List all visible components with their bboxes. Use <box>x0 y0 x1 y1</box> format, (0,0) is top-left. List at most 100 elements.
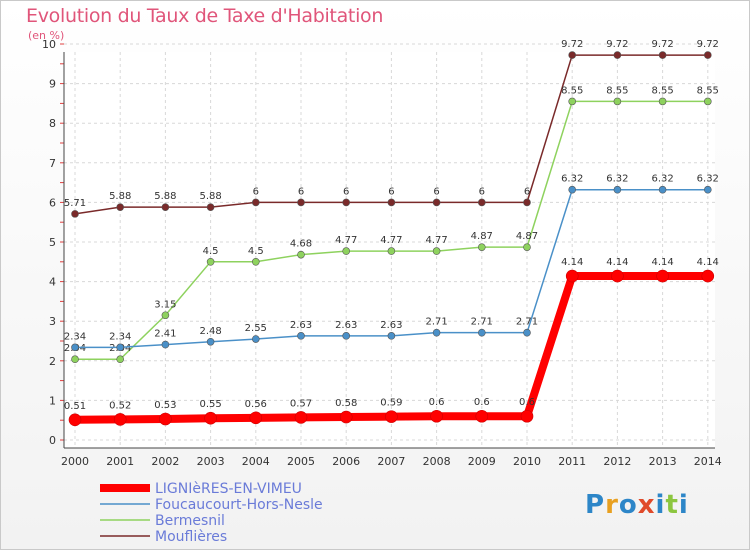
data-label: 5.88 <box>109 191 131 202</box>
data-label: 2.71 <box>471 317 493 328</box>
data-label: 0.6 <box>519 397 535 408</box>
data-point <box>252 257 260 266</box>
data-point <box>206 337 215 346</box>
x-tick-label: 2002 <box>151 455 179 468</box>
data-label: 4.5 <box>203 246 219 257</box>
logo-letter: x <box>637 490 656 520</box>
data-label: 2.55 <box>245 323 267 334</box>
data-point <box>613 51 622 59</box>
data-point <box>71 355 79 364</box>
data-label: 0.59 <box>380 398 402 409</box>
data-label: 6.32 <box>561 174 583 185</box>
chart-unit: (en %) <box>28 29 65 42</box>
x-tick-label: 2013 <box>649 455 677 468</box>
data-point <box>520 409 534 423</box>
data-point <box>568 97 577 106</box>
data-point <box>71 343 79 352</box>
data-label: 6 <box>253 186 259 197</box>
data-label: 2.63 <box>380 320 402 331</box>
data-point <box>430 409 443 423</box>
data-label: 2.34 <box>109 331 131 342</box>
x-tick-label: 2004 <box>242 455 270 468</box>
data-label: 0.56 <box>245 399 267 410</box>
logo-letter: r <box>605 490 619 520</box>
chart-title: Evolution du Taux de Taxe d'Habitation <box>26 5 384 27</box>
data-label: 0.52 <box>109 400 131 411</box>
data-label: 2.34 <box>64 331 86 342</box>
data-label: 6.32 <box>651 174 673 185</box>
data-label: 8.55 <box>561 85 583 96</box>
data-point <box>387 198 396 207</box>
logo-letter: P <box>585 490 606 520</box>
data-label: 6 <box>298 186 304 197</box>
x-tick-label: 2007 <box>377 455 405 468</box>
y-tick-label: 8 <box>49 117 56 130</box>
y-tick-label: 5 <box>49 236 56 249</box>
data-label: 4.77 <box>380 235 402 246</box>
data-point <box>432 198 441 207</box>
x-tick-label: 2009 <box>468 455 496 468</box>
data-point <box>387 247 396 255</box>
legend-label: LIGNIèRES-EN-VIMEU <box>155 481 302 497</box>
data-label: 6.32 <box>606 174 628 185</box>
data-label: 4.87 <box>516 231 538 242</box>
y-tick-label: 9 <box>49 78 56 91</box>
data-point <box>477 243 486 251</box>
y-tick-label: 2 <box>49 355 56 368</box>
data-label: 5.88 <box>154 191 176 202</box>
data-point <box>387 332 396 340</box>
data-point <box>613 185 622 194</box>
legend-label: Foucaucourt-Hors-Nesle <box>155 497 323 513</box>
data-point <box>161 340 170 349</box>
data-label: 6 <box>479 186 485 197</box>
data-label: 4.14 <box>561 257 583 268</box>
x-tick-label: 2001 <box>106 455 134 468</box>
data-point <box>159 412 172 426</box>
data-point <box>475 409 489 423</box>
data-label: 0.6 <box>474 397 490 408</box>
data-point <box>568 185 577 194</box>
data-label: 3.15 <box>154 299 176 310</box>
data-label: 6 <box>388 186 394 197</box>
data-point <box>297 250 305 259</box>
data-label: 2.63 <box>335 320 357 331</box>
data-label: 9.72 <box>651 39 673 50</box>
data-label: 6.32 <box>697 174 719 185</box>
data-label: 6 <box>343 186 349 197</box>
data-label: 6 <box>433 186 439 197</box>
data-point <box>342 198 351 207</box>
data-point <box>658 185 667 194</box>
data-point <box>252 198 260 207</box>
data-label: 4.14 <box>651 257 673 268</box>
data-point <box>116 203 124 211</box>
data-label: 0.58 <box>335 398 357 409</box>
data-point <box>206 257 215 266</box>
data-label: 4.87 <box>471 231 493 242</box>
x-tick-label: 2010 <box>513 455 541 468</box>
x-tick-label: 2000 <box>61 455 89 468</box>
data-label: 4.5 <box>248 246 264 257</box>
data-point <box>297 332 305 340</box>
data-label: 2.71 <box>425 317 447 328</box>
data-point <box>432 328 441 337</box>
data-label: 2.71 <box>516 317 538 328</box>
data-point <box>568 51 577 59</box>
data-point <box>703 51 712 59</box>
legend-label: Bermesnil <box>155 513 225 529</box>
data-point <box>342 247 351 255</box>
logo-letter: i <box>655 490 666 520</box>
data-label: 9.72 <box>697 39 719 50</box>
data-label: 4.77 <box>335 235 357 246</box>
data-label: 8.55 <box>606 85 628 96</box>
data-point <box>339 410 353 424</box>
data-point <box>342 332 351 340</box>
data-label: 0.6 <box>429 397 445 408</box>
data-point <box>565 269 579 283</box>
y-tick-label: 1 <box>49 394 56 407</box>
data-point <box>658 51 667 59</box>
data-point <box>161 311 170 320</box>
proxiti-logo: Proxiti <box>585 490 689 520</box>
data-label: 2.48 <box>199 326 221 337</box>
data-label: 2.63 <box>290 320 312 331</box>
